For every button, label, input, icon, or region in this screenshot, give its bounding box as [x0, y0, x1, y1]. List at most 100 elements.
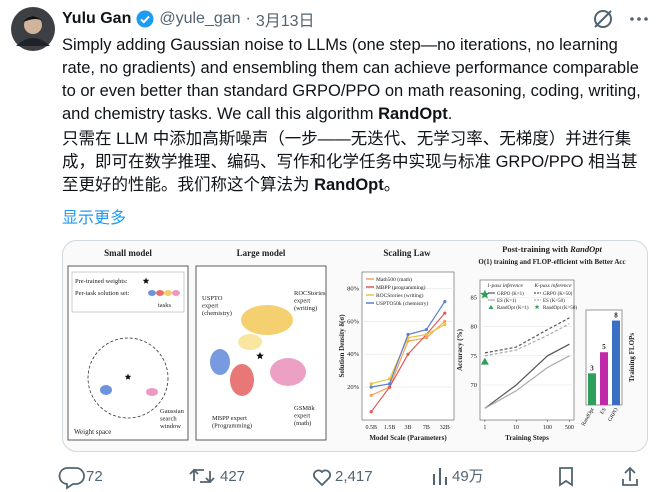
marker	[424, 336, 428, 340]
legend-label: RandOpt (K=1)	[497, 306, 529, 311]
author-handle[interactable]: @yule_gan	[159, 10, 241, 27]
verified-badge	[136, 10, 154, 28]
post-text-zh: 只需在 LLM 中添加高斯噪声（一步——无迭代、无学习率、无梯度）并进行集成，即…	[62, 128, 654, 197]
legend-label: GRPO (K=50)	[543, 292, 573, 297]
text: .	[447, 105, 453, 123]
figure[interactable]: Small model Pre-trained weights: Per-task …	[62, 240, 648, 452]
x-tick-label: 0.5B	[365, 425, 377, 431]
marker	[443, 319, 447, 323]
text: Simply adding Gaussian noise to LLMs (on…	[62, 36, 641, 123]
legend-label: ROCStories (writing)	[376, 292, 424, 299]
x-tick-label: ES	[599, 407, 607, 416]
star-icon	[142, 277, 150, 284]
marker	[369, 385, 373, 389]
title-part: Post-training with	[502, 244, 570, 254]
share-button[interactable]	[622, 466, 638, 486]
post-header: Yulu Gan @yule_gan · 3月13日	[62, 7, 315, 31]
x-tick-label: 3B	[404, 425, 411, 431]
legend-label: MBPP (programming)	[376, 284, 426, 291]
x-axis-label: Training Steps	[505, 434, 549, 442]
legend-label: GRPO (K=1)	[497, 292, 524, 297]
marker	[443, 311, 447, 315]
star-icon	[124, 373, 132, 380]
grok-icon[interactable]	[594, 10, 612, 28]
action-count: 427	[220, 468, 245, 485]
bar-value-label: 5	[602, 343, 606, 351]
legend-text: Per-task solution set:	[75, 290, 130, 297]
x-tick-label: 100	[543, 425, 552, 431]
bookmark-button[interactable]	[559, 467, 573, 487]
views-button[interactable]	[433, 468, 447, 485]
panel-title: Small model	[104, 248, 152, 258]
task-swatch	[172, 290, 180, 296]
action-count: 2,417	[335, 468, 373, 485]
legend-text: Pre-trained weights:	[75, 278, 128, 285]
search-window	[87, 337, 169, 419]
panel-label: Gaussian	[160, 408, 185, 415]
panel-label: Weight space	[74, 428, 111, 436]
series-line	[484, 317, 570, 354]
x-tick-label: 7B	[423, 425, 430, 431]
avatar[interactable]	[10, 6, 56, 52]
author-name[interactable]: Yulu Gan	[62, 10, 132, 27]
bar	[612, 320, 620, 405]
panel-label: window	[160, 423, 181, 430]
x-tick-label: 500	[565, 425, 574, 431]
y-tick-label: 20%	[347, 384, 360, 391]
action-count: 49万	[452, 468, 484, 485]
series-line	[484, 343, 570, 409]
bar	[600, 352, 608, 405]
task-swatch	[164, 290, 172, 296]
like-button[interactable]	[313, 469, 331, 487]
bar-value-label: 3	[590, 364, 594, 372]
text-bold: RandOpt	[314, 176, 384, 194]
expert-label: expert	[202, 303, 218, 310]
y-tick-label: 80%	[347, 285, 360, 292]
solution-blob	[100, 385, 112, 395]
expert-label: GSM8k	[294, 405, 315, 412]
bar-value-label: 8	[614, 312, 618, 320]
post-date[interactable]: 3月13日	[255, 13, 315, 30]
legend-label: ES (K=50)	[543, 299, 565, 304]
marker	[424, 332, 428, 337]
y-tick-label: 70	[471, 382, 478, 389]
text: 只需在 LLM 中添加高斯噪声（一步——无迭代、无学习率、无梯度）并进行集成，即…	[62, 130, 638, 194]
marker	[388, 382, 392, 386]
star-icon	[534, 304, 540, 309]
expert-blob	[241, 305, 293, 335]
y-tick-label: 60%	[347, 318, 360, 325]
marker	[443, 300, 447, 304]
text: 。	[383, 176, 401, 194]
reply-button[interactable]	[58, 467, 85, 490]
task-swatch	[148, 290, 156, 296]
expert-blob	[238, 334, 262, 350]
x-axis-label: Model Scale (Parameters)	[369, 434, 447, 442]
expert-blob	[230, 364, 254, 396]
marker	[406, 332, 410, 337]
marker	[369, 382, 373, 386]
legend-label: RandOpt (K=50)	[543, 306, 577, 311]
legend-swatch	[488, 305, 494, 309]
legend-label: USPTO50k (chemistry)	[376, 300, 428, 307]
expert-label: MBPP expert	[212, 415, 247, 422]
legend-label: ES (K=1)	[497, 299, 517, 304]
show-more[interactable]: 显示更多	[62, 210, 127, 227]
repost-button[interactable]	[189, 468, 215, 484]
legend-label: Math500 (math)	[376, 276, 412, 283]
x-tick-label: 1.5B	[384, 425, 396, 431]
y-tick-label: 75	[471, 353, 478, 360]
separator: ·	[245, 10, 251, 27]
task-swatch	[156, 290, 164, 296]
marker	[480, 357, 489, 365]
title-em: RandOpt	[569, 244, 602, 254]
y-tick-label: 80	[471, 324, 478, 331]
marker	[406, 352, 410, 356]
expert-label: (chemistry)	[202, 310, 232, 317]
more-icon[interactable]	[630, 17, 648, 21]
marker	[388, 377, 392, 381]
expert-label: expert	[294, 413, 310, 420]
plot-area	[361, 271, 455, 421]
action-bar: 72 427 2,417 49万	[58, 466, 638, 490]
panel-title: Large model	[237, 248, 286, 258]
